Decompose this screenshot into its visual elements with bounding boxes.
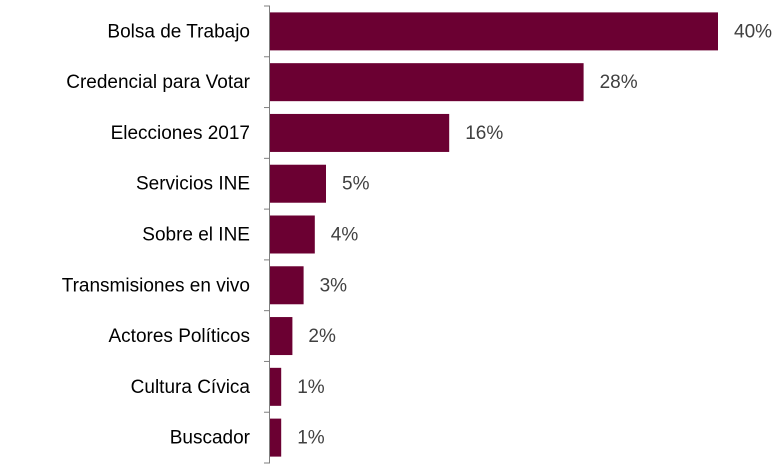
data-label: 3% [320,275,348,296]
data-label: 1% [297,377,325,398]
bar [270,63,584,102]
y-tick-label: Cultura Cívica [131,377,251,398]
bar [270,266,304,305]
data-label: 5% [342,174,370,195]
bar [270,215,315,254]
y-tick-label: Bolsa de Trabajo [107,21,250,42]
data-label: 28% [600,72,638,93]
y-tick-label: Transmisiones en vivo [62,275,250,296]
bar [270,12,718,51]
bar [270,418,282,457]
data-label: 2% [308,326,336,347]
y-tick-label: Buscador [170,428,251,449]
data-label: 1% [297,428,325,449]
bar [270,367,282,406]
data-label: 40% [734,21,772,42]
bar [270,113,450,152]
bar [270,317,293,356]
data-label: 4% [331,225,359,246]
y-tick-label: Elecciones 2017 [111,123,250,144]
y-tick-label: Servicios INE [136,174,250,195]
y-tick-label: Sobre el INE [142,225,250,246]
data-label: 16% [465,123,503,144]
bar [270,164,326,203]
y-tick-label: Actores Políticos [109,326,251,347]
y-tick-label: Credencial para Votar [66,72,250,93]
